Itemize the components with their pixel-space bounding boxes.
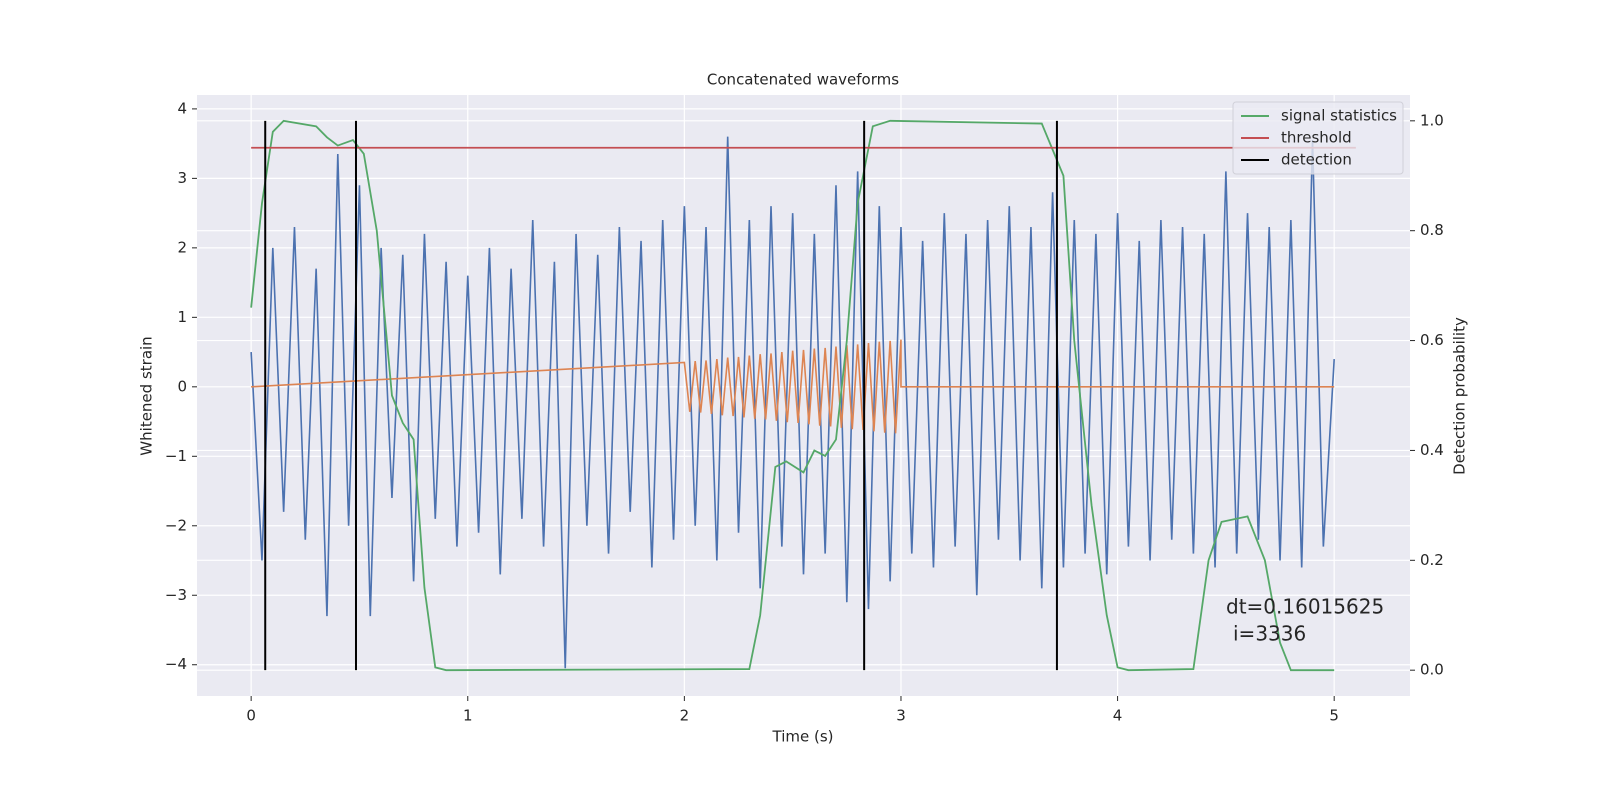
y2-tick-label: 1.0	[1420, 111, 1444, 129]
y-tick-label: −3	[165, 586, 187, 604]
y-tick-label: 0	[177, 377, 187, 395]
y-tick-label: −1	[165, 447, 187, 465]
x-tick-label: 0	[246, 707, 256, 725]
data-line	[250, 136, 1335, 669]
x-tick-label: 2	[680, 707, 690, 725]
chart-title: Concatenated waveforms	[707, 71, 899, 89]
x-axis-label: Time (s)	[772, 728, 834, 746]
y-tick-label: −4	[165, 655, 187, 673]
legend-label: detection	[1281, 151, 1352, 169]
x-tick-label: 5	[1329, 707, 1339, 725]
y2-axis-label: Detection probability	[1451, 317, 1469, 475]
x-tick-label: 3	[896, 707, 906, 725]
y2-tick-label: 0.6	[1420, 331, 1444, 349]
y2-tick-label: 0.8	[1420, 221, 1444, 239]
y-tick-label: 1	[177, 308, 187, 326]
x-tick-label: 1	[463, 707, 473, 725]
y2-tick-label: 0.2	[1420, 551, 1444, 569]
x-tick-label: 4	[1113, 707, 1123, 725]
legend-label: signal statistics	[1281, 107, 1397, 125]
annotation: dt=0.16015625	[1226, 595, 1384, 619]
y-tick-label: 2	[177, 238, 187, 256]
data-line	[250, 119, 1335, 672]
y2-tick-label: 0.0	[1420, 661, 1444, 679]
y2-tick-label: 0.4	[1420, 441, 1444, 459]
y-tick-label: 4	[177, 99, 187, 117]
y-tick-label: 3	[177, 169, 187, 187]
legend-label: threshold	[1281, 129, 1352, 147]
annotation: i=3336	[1233, 622, 1306, 646]
data-line	[251, 339, 1335, 434]
y-tick-label: −2	[165, 516, 187, 534]
y-axis-label: Whitened strain	[138, 336, 156, 455]
legend-box	[1232, 101, 1404, 175]
